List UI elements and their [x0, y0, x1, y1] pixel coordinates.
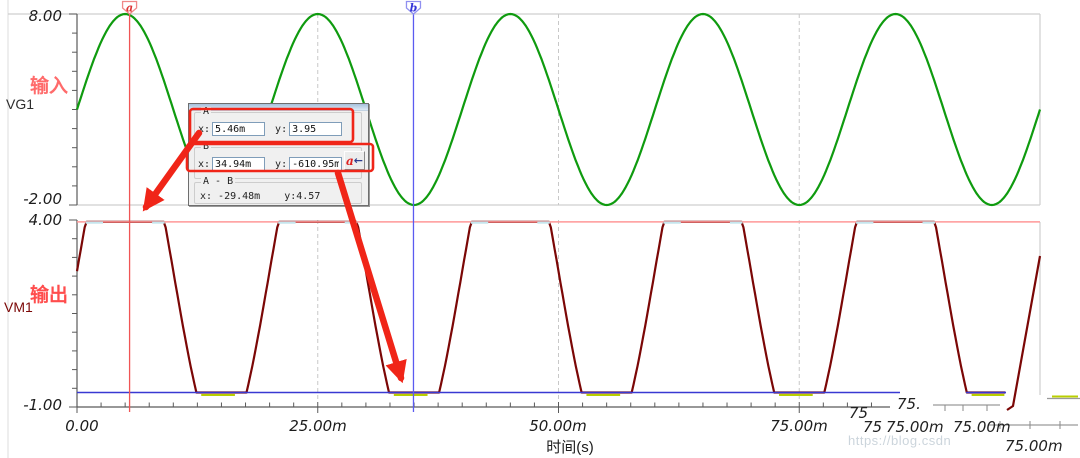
cursor-a-y-input[interactable]	[289, 122, 343, 136]
glitch-label: 75	[849, 404, 869, 422]
cursor-diff-group-title: A - B	[201, 176, 236, 187]
input-ymax-label: 8.00	[28, 7, 62, 25]
cursor-b-x-input[interactable]	[212, 157, 266, 171]
cursor-b-flag[interactable]	[405, 0, 422, 15]
output-trace	[75, 220, 1006, 394]
cursor-a-y-label: y:	[275, 123, 288, 135]
cursor-a-x-label: x:	[198, 123, 211, 135]
cursor-b-y-input[interactable]	[289, 157, 343, 171]
cursor-measurement-box: A x: y: B x: y: A - B x: -29.48m y:4.57	[188, 103, 369, 206]
cursor-a-x-input[interactable]	[212, 122, 266, 136]
axes-and-grid	[7, 0, 1041, 458]
cursor-b-y-label: y:	[275, 158, 288, 170]
glitch-label: 75.	[897, 395, 921, 413]
cursor-a-letter: a	[346, 153, 354, 168]
cursor-diff-x-value: x: -29.48m	[200, 191, 261, 202]
cursor-diff-group: A - B x: -29.48m y:4.57	[194, 177, 362, 204]
rail-accents	[85, 221, 1005, 396]
cursor-a-group-title: A	[201, 106, 212, 117]
input-signal-label: 输入	[30, 76, 69, 97]
cursor-a-flag-label: a	[126, 2, 133, 15]
jump-to-cursor-a-button[interactable]: a ←	[344, 151, 365, 170]
cursor-b-flag-label: b	[410, 2, 418, 15]
measurement-box-titlebar[interactable]	[189, 104, 368, 111]
xtick-75: 75.00m	[770, 417, 828, 435]
cursor-b-group: B x: y:	[194, 142, 362, 179]
glitch-label: 75	[863, 418, 883, 436]
render-glitch-fragments	[933, 255, 1080, 429]
x-axis-title: 时间(s)	[546, 439, 594, 456]
cursor-a-group: A x: y:	[194, 107, 362, 144]
glitch-label: 75.00m	[953, 418, 1011, 436]
cursor-h-lines[interactable]	[77, 221, 1040, 394]
glitch-label: 75.00m	[886, 418, 944, 436]
input-source-label: VG1	[6, 96, 35, 112]
output-ymax-label: 4.00	[28, 211, 62, 229]
output-ymin-label: -1.00	[23, 396, 62, 414]
glitch-output-edge	[1006, 255, 1042, 411]
xtick-50: 50.00m	[529, 417, 587, 435]
cursor-diff-y-value: y:4.57	[284, 191, 321, 202]
cursor-v-lines[interactable]	[128, 14, 415, 412]
cursor-b-x-label: x:	[198, 158, 211, 170]
xtick-25: 25.00m	[289, 417, 347, 435]
xtick-0: 0.00	[65, 417, 99, 435]
output-source-label: VM1	[4, 299, 33, 315]
watermark: https://blog.csdn	[848, 433, 952, 448]
cursor-a-flag[interactable]	[121, 0, 138, 15]
left-arrow-icon: ←	[353, 154, 363, 167]
output-signal-label: 输出	[30, 285, 69, 306]
input-ymin-label: -2.00	[23, 190, 62, 208]
cursor-b-group-title: B	[201, 141, 212, 152]
glitch-label: 75.00m	[1005, 437, 1063, 455]
